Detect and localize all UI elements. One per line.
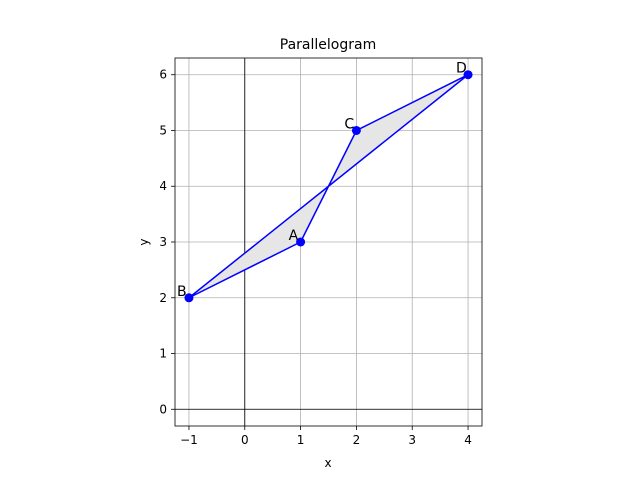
vertex-point-a — [296, 237, 306, 247]
y-tick-label: 0 — [159, 402, 167, 416]
chart-title: Parallelogram — [280, 37, 376, 53]
x-axis-ticks: −1 0 1 2 3 4 — [180, 426, 472, 447]
vertex-label-c: C — [344, 116, 354, 132]
x-tick-label: 2 — [353, 433, 361, 447]
zero-axis-lines — [175, 58, 482, 426]
y-tick-label: 4 — [159, 179, 167, 193]
x-tick-label: −1 — [180, 433, 198, 447]
y-axis-label: y — [137, 238, 151, 245]
y-tick-label: 2 — [159, 291, 167, 305]
y-tick-label: 5 — [159, 123, 167, 137]
y-tick-label: 1 — [159, 347, 167, 361]
x-axis-label: x — [324, 456, 331, 470]
vertex-points — [184, 70, 473, 303]
grid-lines — [175, 58, 482, 426]
x-tick-label: 3 — [408, 433, 416, 447]
x-tick-label: 4 — [464, 433, 472, 447]
y-tick-label: 6 — [159, 68, 167, 82]
vertex-point-d — [463, 70, 473, 80]
x-tick-label: 1 — [297, 433, 305, 447]
vertex-label-d: D — [456, 61, 467, 77]
x-tick-label: 0 — [241, 433, 249, 447]
vertex-point-b — [184, 293, 194, 303]
vertex-labels: A C D B — [177, 61, 467, 300]
y-tick-label: 3 — [159, 235, 167, 249]
vertex-point-c — [351, 125, 361, 135]
vertex-label-a: A — [289, 228, 299, 244]
y-axis-ticks: 0 1 2 3 4 5 6 — [159, 68, 175, 416]
vertex-label-b: B — [177, 284, 187, 300]
